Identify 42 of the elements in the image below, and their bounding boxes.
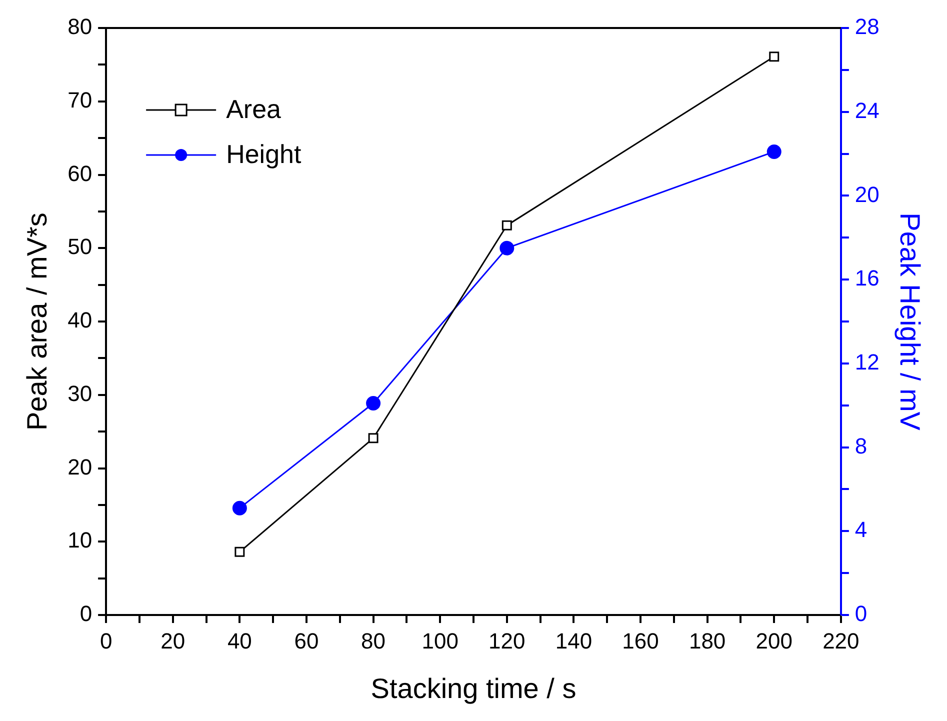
x-tick-label: 100 [422,628,458,654]
x-tick-label: 200 [756,628,792,654]
x-tick-label: 180 [688,628,726,654]
point [234,546,245,557]
y-tick-label: 50 [68,234,92,260]
y2-tick-label: 16 [854,266,880,291]
y-tick-label: 10 [68,528,92,553]
x-tick-label: 80 [361,628,386,654]
x-tick-label: 140 [555,628,592,654]
point [232,500,247,516]
x-tick-label: 60 [294,628,319,654]
point [766,144,782,159]
legend-label: Area [226,94,282,124]
y2-tick-label: 4 [854,517,868,542]
y2-tick-label: 20 [854,182,880,207]
y2-tick-label: 24 [854,98,880,123]
x-tick-label: 160 [622,628,659,654]
point [366,396,381,411]
y2-tick-label: 8 [854,433,868,458]
x-tick-label: 220 [822,628,860,654]
y2-axis-title: Peak Height / mV [894,212,926,431]
point [500,240,514,256]
x-axis-title: Stacking time / s [370,672,576,704]
y-tick-label: 0 [80,601,92,626]
y2-tick-label: 28 [854,14,880,40]
y2-tick-label: 0 [854,601,868,626]
legend-label: Height [226,139,302,170]
y-tick-label: 40 [68,308,92,333]
y-tick-label: 20 [68,454,92,480]
x-tick-label: 0 [100,628,112,654]
x-tick-label: 120 [488,628,526,654]
point [502,220,512,230]
y-tick-label: 70 [68,87,92,112]
point [368,433,378,444]
y-tick-label: 80 [68,14,92,40]
y-axis-title: Peak area / mV*s [22,212,53,430]
y2-tick-label: 12 [854,349,880,374]
point [769,52,780,62]
y-tick-label: 30 [68,380,92,406]
x-tick-label: 40 [227,628,252,654]
x-tick-label: 20 [160,628,186,654]
y-tick-label: 60 [68,160,92,186]
